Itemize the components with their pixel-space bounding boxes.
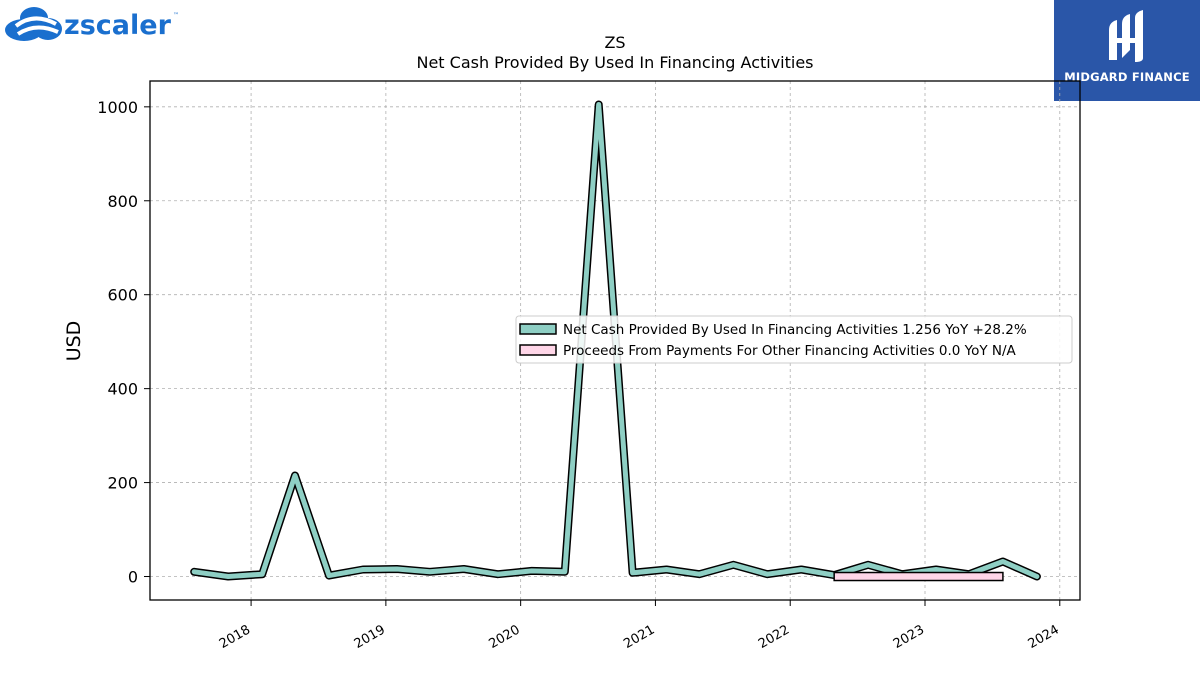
plot-frame bbox=[149, 80, 1081, 601]
midgard-brand-text: MIDGARD FINANCE bbox=[1064, 70, 1190, 84]
x-tick-label: 2018 bbox=[217, 622, 253, 652]
y-axis-label: USD bbox=[63, 321, 85, 362]
legend: Net Cash Provided By Used In Financing A… bbox=[515, 315, 1073, 364]
legend-swatch-1 bbox=[519, 323, 557, 335]
legend-label-2: Proceeds From Payments For Other Financi… bbox=[563, 343, 1017, 359]
y-tick-label: 600 bbox=[107, 286, 138, 305]
zscaler-wordmark: zscaler bbox=[64, 10, 172, 41]
x-tick-label: 2022 bbox=[756, 622, 792, 652]
series-2-bar bbox=[833, 571, 1004, 582]
x-tick-label: 2023 bbox=[891, 622, 927, 652]
midgard-finance-logo: MIDGARD FINANCE bbox=[1054, 0, 1200, 101]
x-tick-label: 2021 bbox=[621, 622, 657, 652]
x-tick-label: 2024 bbox=[1026, 622, 1062, 652]
chart-subtitle: Net Cash Provided By Used In Financing A… bbox=[416, 53, 813, 72]
zscaler-trademark: ™ bbox=[173, 12, 179, 19]
y-tick-label: 400 bbox=[107, 380, 138, 399]
y-tick-label: 200 bbox=[107, 474, 138, 493]
midgard-emblem-icon bbox=[1109, 10, 1143, 62]
legend-swatch-2 bbox=[519, 344, 557, 356]
y-tick-label: 0 bbox=[128, 568, 138, 587]
chart-title: ZS bbox=[604, 33, 625, 52]
legend-box bbox=[515, 315, 1073, 364]
legend-label-1: Net Cash Provided By Used In Financing A… bbox=[563, 322, 1027, 338]
x-tick-label: 2019 bbox=[352, 622, 388, 652]
zscaler-logo: zscaler ™ bbox=[5, 7, 179, 41]
y-tick-label: 1000 bbox=[97, 98, 138, 117]
y-tick-label: 800 bbox=[107, 192, 138, 211]
zscaler-cloud-icon bbox=[5, 7, 62, 41]
x-tick-label: 2020 bbox=[486, 622, 522, 652]
